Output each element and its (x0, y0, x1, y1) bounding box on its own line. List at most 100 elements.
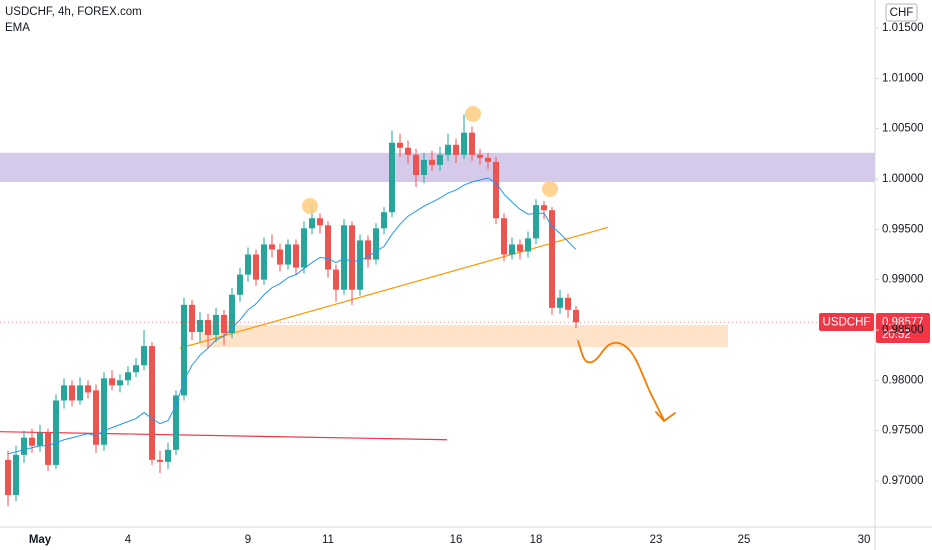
candle-body (229, 294, 235, 334)
candle-body (453, 144, 459, 155)
x-tick-label: 4 (125, 534, 132, 546)
candle-body (549, 210, 555, 308)
y-tick-label: 0.98500 (882, 324, 924, 336)
y-tick-label: 0.99000 (882, 274, 924, 286)
candle-body (245, 254, 251, 275)
ema-line (7, 177, 577, 455)
x-tick-label: 30 (858, 534, 871, 546)
trend-line (0, 431, 448, 441)
candle-body (133, 365, 139, 373)
candle-body (213, 314, 219, 336)
candle-body (501, 218, 507, 255)
candle-body (165, 449, 171, 462)
candle-body (477, 154, 483, 158)
candle-body (93, 390, 99, 445)
indicator-label: EMA (5, 22, 30, 34)
x-tick-label: 18 (530, 534, 543, 546)
highlight-circle (542, 181, 558, 197)
currency-label[interactable]: CHF (890, 7, 914, 19)
candle-body (197, 319, 203, 333)
candle-body (117, 380, 123, 386)
y-tick-label: 1.00500 (882, 123, 924, 135)
candle-body (485, 157, 491, 162)
highlight-circles (302, 106, 558, 214)
price-tag (876, 313, 930, 343)
x-tick-label: 16 (450, 534, 463, 546)
candle-body (205, 319, 211, 336)
trend-line (179, 226, 609, 349)
candle-body (365, 240, 371, 260)
candle-body (301, 228, 307, 268)
candle-body (469, 132, 475, 155)
candle-body (261, 244, 267, 280)
candle-body (397, 142, 403, 148)
candle-body (445, 144, 451, 155)
symbol-tag (819, 313, 874, 331)
y-tick-label: 1.01000 (882, 72, 924, 84)
candle-body (149, 346, 155, 460)
candle-body (293, 244, 299, 268)
candle-body (221, 314, 227, 334)
symbol-tag-label: USDCHF (823, 317, 871, 329)
candle-body (77, 385, 83, 401)
candle-body (253, 254, 259, 280)
candle-body (29, 437, 35, 446)
candle-body (565, 297, 571, 310)
candle-body (381, 212, 387, 229)
candle-body (61, 385, 67, 401)
candle-body (357, 240, 363, 290)
y-tick-label: 0.98000 (882, 374, 924, 386)
x-tick-label: 23 (650, 534, 663, 546)
candle-body (237, 274, 243, 295)
price-tag-value: 0.98577 (882, 317, 924, 329)
drawings (0, 152, 875, 441)
candle-body (309, 218, 315, 229)
candle-body (181, 304, 187, 396)
candle-body (541, 205, 547, 211)
highlight-circle (302, 198, 318, 214)
candle-body (37, 432, 43, 446)
x-tick-label: 11 (322, 534, 334, 546)
candle-body (557, 297, 563, 308)
candle-body (21, 437, 27, 455)
candle-body (45, 432, 51, 465)
currency-box[interactable] (885, 3, 918, 22)
candle-body (461, 132, 467, 155)
candle-body (373, 228, 379, 260)
x-tick-label: 25 (738, 534, 751, 546)
candle-body (573, 309, 579, 323)
candle-body (69, 385, 75, 401)
candle-body (525, 238, 531, 252)
candle-body (277, 249, 283, 265)
candle-body (85, 385, 91, 393)
candle-body (405, 147, 411, 155)
x-tick-label: 9 (245, 534, 251, 546)
candle-body (141, 346, 147, 366)
candle-body (325, 225, 331, 270)
candle-body (421, 159, 427, 175)
candle-body (157, 459, 163, 462)
price-tag-countdown: 20:52 (882, 329, 911, 341)
candle-body (13, 454, 19, 496)
y-tick-label: 0.97000 (882, 475, 924, 487)
candle-body (5, 459, 11, 496)
candle-body (429, 159, 435, 165)
highlight-circle (465, 106, 481, 122)
candle-body (189, 304, 195, 333)
candle-body (53, 400, 59, 465)
price-zone (200, 324, 728, 348)
projection-arrow (577, 340, 676, 423)
candle-body (493, 161, 499, 219)
candle-body (285, 244, 291, 265)
y-tick-label: 0.97500 (882, 425, 924, 437)
chart-title: USDCHF, 4h, FOREX.com (5, 6, 142, 18)
candle-body (101, 378, 107, 445)
x-tick-label: May (29, 534, 52, 546)
candle-body (125, 372, 131, 381)
plot (0, 114, 875, 507)
y-tick-label: 1.00000 (882, 173, 924, 185)
y-tick-label: 0.99500 (882, 223, 924, 235)
candle-body (437, 154, 443, 165)
